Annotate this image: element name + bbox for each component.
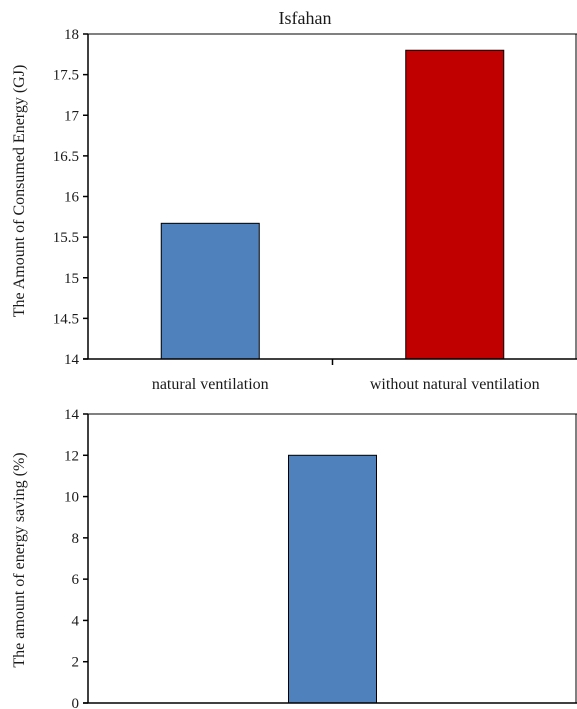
y-tick-label: 12 xyxy=(64,448,79,464)
y-tick-label: 16 xyxy=(64,190,80,206)
x-category-label: natural ventilation xyxy=(152,376,269,393)
y-tick-label: 14 xyxy=(64,352,80,368)
y-tick-label: 14 xyxy=(64,407,80,423)
plot-area: 0 2 4 6 8 10 12 14 xyxy=(64,407,577,709)
bar-natural-ventilation xyxy=(160,222,260,360)
y-tick-label: 15.5 xyxy=(53,230,79,246)
bar-without-natural-ventilation xyxy=(405,49,505,360)
x-category-label: without natural ventilation xyxy=(370,376,540,393)
bar-value xyxy=(288,454,377,704)
y-axis-title: The Amount of Consumed Energy (GJ) xyxy=(11,65,28,318)
y-tick-label: 8 xyxy=(72,531,80,547)
y-axis-title: The amount of energy saving (%) xyxy=(11,452,28,667)
y-tick-label: 18 xyxy=(64,27,79,43)
y-tick-label: 10 xyxy=(64,490,79,506)
energy-saving-chart: The amount of energy saving (%) 0 2 4 6 8 10 1… xyxy=(11,407,577,709)
y-tick-label: 2 xyxy=(72,655,80,671)
y-tick-label: 6 xyxy=(72,572,80,588)
y-tick-label: 14.5 xyxy=(53,311,79,327)
y-tick-label: 16.5 xyxy=(53,149,79,165)
chart-title: Isfahan xyxy=(279,8,332,28)
y-tick-label: 15 xyxy=(64,271,79,287)
plot-area: 14 14.5 15 15.5 16 16.5 17 17.5 18 natural ventil… xyxy=(53,27,577,393)
y-tick-label: 17 xyxy=(64,108,80,124)
y-tick-label: 0 xyxy=(72,696,80,709)
consumed-energy-chart: Isfahan The Amount of Consumed Energy (G… xyxy=(11,8,577,393)
y-tick-label: 4 xyxy=(72,613,80,629)
y-tick-label: 17.5 xyxy=(53,68,79,84)
